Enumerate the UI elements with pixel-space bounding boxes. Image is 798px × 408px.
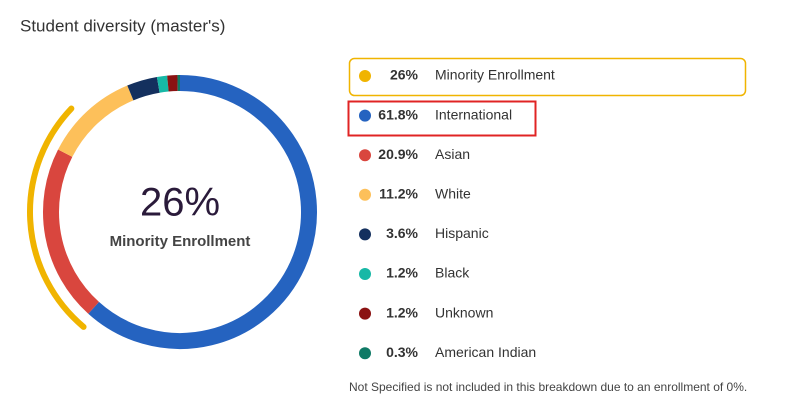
legend-label: Unknown [435,304,493,320]
legend-label: Black [435,265,470,281]
legend-value: 20.9% [378,146,418,162]
donut-segment [58,85,134,158]
center-label: Minority Enrollment [110,233,251,250]
legend-value: 1.2% [386,304,418,320]
donut-segment [167,75,178,92]
legend-label: Minority Enrollment [435,67,555,83]
legend-swatch [359,228,371,241]
legend-label: Hispanic [435,225,489,241]
highlight-arc [27,105,87,330]
legend-value: 3.6% [386,225,418,241]
legend-value: 1.2% [386,265,418,281]
legend-value: 0.3% [386,344,418,360]
legend-value: 26% [390,67,419,83]
center-value: 26% [140,181,220,225]
selection-box [347,100,537,137]
legend-label: Asian [435,146,470,162]
legend-highlight-box [348,57,747,97]
legend-value: 11.2% [379,186,418,202]
legend-swatch [359,149,371,162]
legend-value: 61.8% [378,106,418,122]
legend-swatch [359,188,371,201]
legend-label: American Indian [435,344,536,360]
legend-swatch [359,347,371,360]
donut-segment [156,75,169,93]
donut-segment [127,76,160,101]
legend-label: White [435,186,471,202]
legend-swatch [359,307,371,320]
legend-swatch [359,109,371,122]
donut-segment [88,75,317,349]
legend-swatch [359,268,371,280]
legend-swatch [359,70,371,82]
donut-segment [43,149,100,314]
chart-title: Student diversity (master's) [20,16,225,35]
footnote: Not Specified is not included in this br… [349,380,747,394]
legend-label: International [435,106,512,122]
